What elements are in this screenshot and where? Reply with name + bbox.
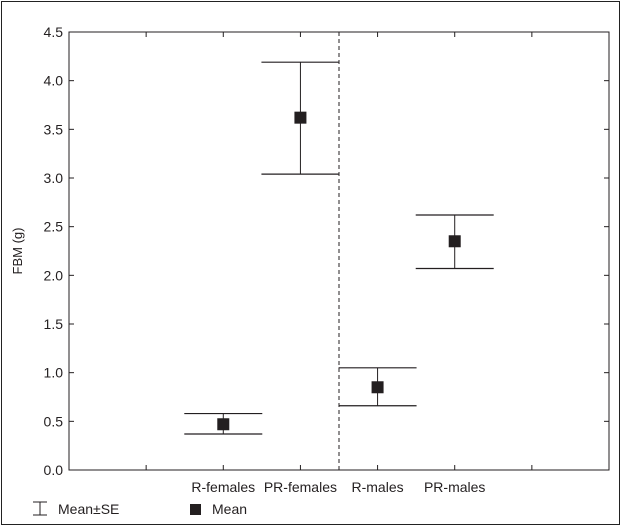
x-category-label: R-males <box>352 479 404 495</box>
y-tick-label: 1.0 <box>44 365 64 381</box>
data-marks <box>184 61 494 435</box>
y-tick-label: 3.5 <box>44 121 64 137</box>
data-point-PR-females <box>261 61 340 175</box>
x-category-label: R-females <box>191 479 255 495</box>
y-tick-label: 0.5 <box>44 413 64 429</box>
data-point-PR-males <box>415 214 494 270</box>
x-axis: R-females PR-females R-males PR-males <box>145 32 533 495</box>
legend-label-mean: Mean <box>212 501 247 517</box>
y-tick-label: 3.0 <box>44 170 64 186</box>
y-tick-label: 1.5 <box>44 316 64 332</box>
y-tick-label: 2.0 <box>44 267 64 283</box>
data-point-R-males <box>338 367 417 407</box>
x-category-label: PR-females <box>264 479 337 495</box>
legend-label-mean-se: Mean±SE <box>58 501 119 517</box>
legend-square-icon <box>190 504 201 515</box>
y-tick-label: 0.0 <box>44 462 64 478</box>
y-tick-label: 4.0 <box>44 73 64 89</box>
mean-marker <box>294 111 307 124</box>
legend: Mean±SE Mean <box>33 501 247 517</box>
y-axis-title: FBM (g) <box>10 228 25 275</box>
y-tick-label: 2.5 <box>44 219 64 235</box>
x-category-label: PR-males <box>424 479 485 495</box>
y-tick-label: 4.5 <box>44 24 64 40</box>
mean-marker <box>371 381 384 394</box>
mean-marker <box>448 235 461 248</box>
data-point-R-females <box>184 412 263 435</box>
y-axis: 0.0 0.5 1.0 1.5 2.0 2.5 3.0 3.5 4.0 4.5 <box>44 24 609 478</box>
mean-marker <box>217 418 230 431</box>
